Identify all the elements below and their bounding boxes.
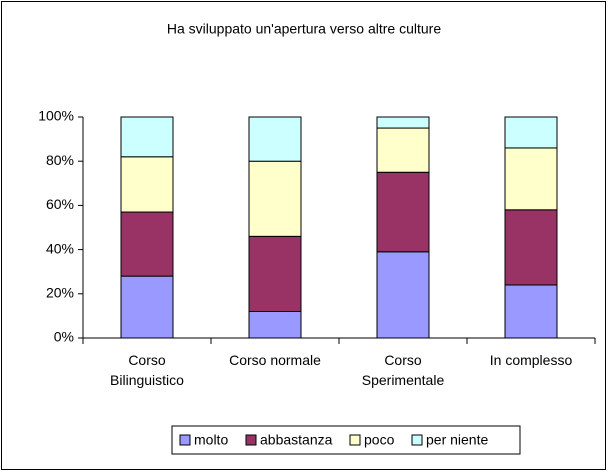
y-tick-label: 40%: [46, 240, 74, 256]
bar-segment: [376, 171, 430, 253]
bar-segment: [248, 310, 302, 339]
y-tick-label: 60%: [46, 196, 74, 212]
legend-box: [171, 425, 521, 455]
legend-swatch: [411, 434, 423, 446]
legend-swatch: [349, 434, 361, 446]
bar-segment: [120, 211, 174, 277]
bar-segment: [120, 275, 174, 339]
bar-segment: [120, 156, 174, 213]
x-tick-label: Corso Bilinguistico: [110, 352, 184, 388]
legend-label: poco: [364, 432, 395, 448]
bar-segment: [376, 116, 430, 129]
y-tick-label: 100%: [38, 108, 74, 124]
x-tick-label: Corso normale: [229, 352, 321, 368]
bar-segment: [248, 116, 302, 162]
x-tick-label: In complesso: [489, 352, 573, 368]
y-tick-label: 20%: [46, 285, 74, 301]
bar-segment: [376, 127, 430, 173]
bar-segment: [248, 235, 302, 312]
bar-segment: [120, 116, 174, 158]
x-tick-label: Corso Sperimentale: [361, 352, 445, 388]
legend-swatch: [179, 434, 191, 446]
bar-segment: [504, 209, 558, 286]
legend-swatch: [245, 434, 257, 446]
y-tick-label: 80%: [46, 152, 74, 168]
legend-label: per niente: [426, 432, 488, 448]
bar-segment: [504, 284, 558, 339]
bar-segment: [504, 147, 558, 211]
y-tick-label: 0%: [54, 329, 74, 345]
bar-segment: [248, 160, 302, 237]
legend-label: molto: [194, 432, 228, 448]
legend-label: abbastanza: [260, 432, 333, 448]
chart-title: Ha sviluppato un'apertura verso altre cu…: [167, 21, 441, 37]
bar-segment: [376, 251, 430, 339]
bar-segment: [504, 116, 558, 149]
